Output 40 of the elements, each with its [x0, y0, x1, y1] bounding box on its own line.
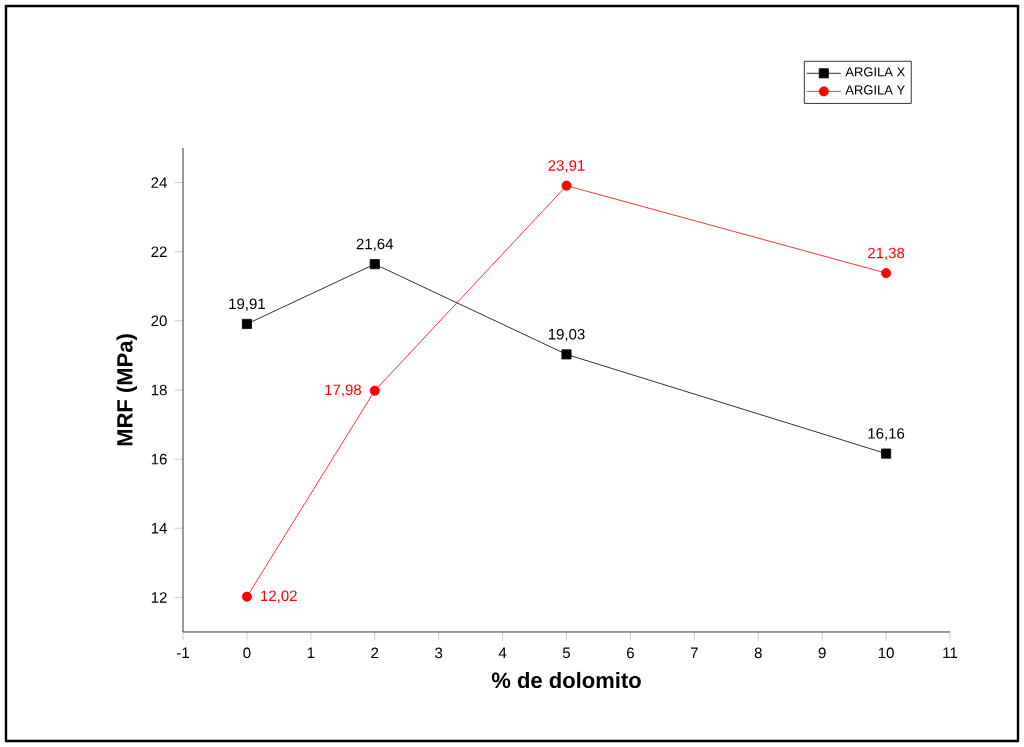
x-tick-label: 1 [307, 647, 315, 658]
y-tick-label: 18 [151, 384, 167, 396]
x-tick-label: 0 [243, 647, 251, 659]
point [369, 259, 380, 270]
data-label: 21,64 [356, 238, 394, 252]
point [561, 349, 572, 360]
x-tick-label: 5 [562, 647, 571, 659]
y-tick-label: 12 [151, 592, 167, 603]
point [241, 318, 252, 329]
x-axis-title: % de dolomito [491, 671, 641, 689]
x-tick-label: 3 [435, 647, 443, 659]
data-label: 19,03 [548, 328, 585, 342]
y-tick-label: 24 [151, 177, 167, 188]
x-tick-label: 6 [627, 647, 634, 659]
x-tick-label: 2 [371, 647, 379, 659]
x-tick-label: 8 [754, 647, 762, 659]
data-label: 21,38 [868, 247, 905, 261]
x-tick-label: 11 [943, 647, 958, 658]
point [369, 385, 380, 396]
data-label: 23,91 [548, 160, 585, 173]
point [881, 268, 892, 279]
y-axis-title: MRF (MPa) [116, 334, 137, 446]
data-label: 17,98 [325, 384, 362, 397]
data-label: 19,91 [229, 298, 265, 311]
legend-label: ARGILA X [845, 67, 905, 77]
y-tick-label: 14 [151, 523, 167, 534]
data-label: 16,16 [868, 428, 905, 441]
x-tick-label: 10 [878, 647, 894, 659]
data-label: 12,02 [261, 590, 297, 603]
y-tick-label: 16 [151, 453, 167, 465]
x-tick-label: 9 [818, 647, 826, 659]
point [241, 591, 252, 602]
x-tick-label: 7 [690, 647, 698, 658]
point [881, 448, 892, 459]
point [561, 180, 572, 191]
y-tick-label: 22 [151, 246, 167, 257]
legend-label: ARGILA Y [845, 85, 905, 95]
x-tick-label: 4 [498, 647, 507, 658]
y-tick-label: 20 [151, 315, 167, 327]
x-tick-label: -1 [176, 647, 189, 658]
